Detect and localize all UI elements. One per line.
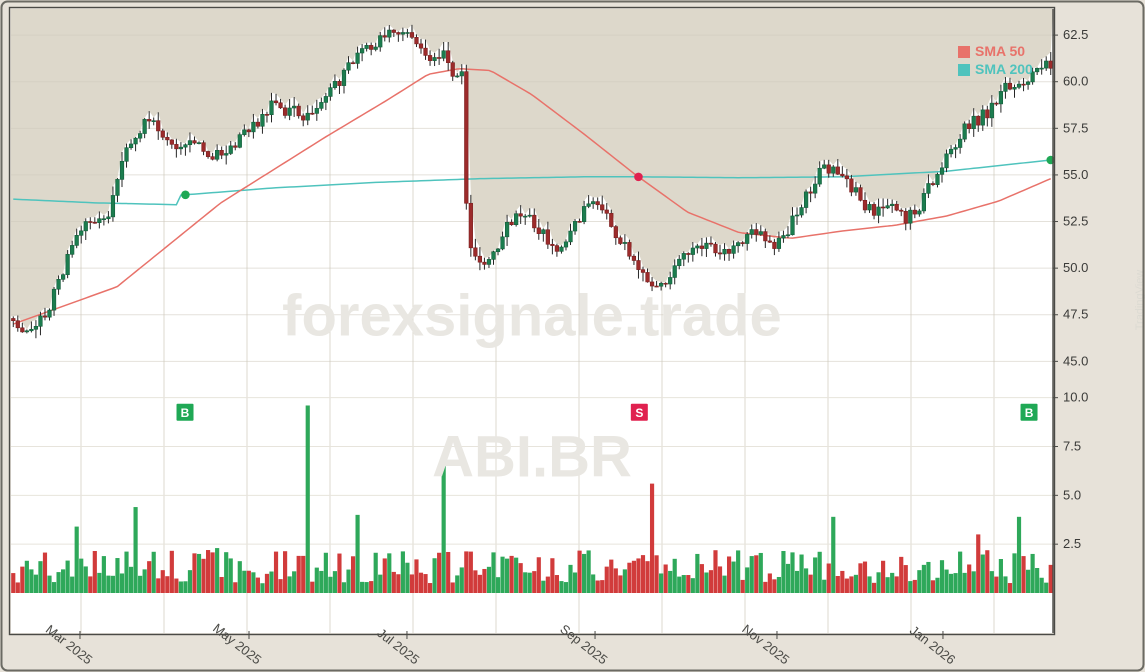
svg-text:50.0: 50.0	[1063, 260, 1088, 275]
svg-text:55.0: 55.0	[1063, 167, 1088, 182]
svg-text:SMA 200: SMA 200	[975, 61, 1033, 77]
svg-text:2.5: 2.5	[1063, 536, 1081, 551]
svg-text:SMA 50: SMA 50	[975, 43, 1025, 59]
svg-text:57.5: 57.5	[1063, 120, 1088, 135]
svg-text:B: B	[181, 406, 190, 420]
svg-text:60.0: 60.0	[1063, 74, 1088, 89]
svg-text:45.0: 45.0	[1063, 353, 1088, 368]
svg-text:ABI.BR: ABI.BR	[432, 424, 632, 489]
svg-text:forexsignale.trade: forexsignale.trade	[282, 284, 782, 349]
svg-text:S: S	[635, 406, 643, 420]
svg-text:B: B	[1025, 406, 1034, 420]
svg-text:10.0: 10.0	[1063, 390, 1088, 405]
svg-text:62.5: 62.5	[1063, 27, 1088, 42]
svg-text:7.5: 7.5	[1063, 439, 1081, 454]
svg-text:5.0: 5.0	[1063, 487, 1081, 502]
svg-text:52.5: 52.5	[1063, 214, 1088, 229]
svg-text:47.5: 47.5	[1063, 307, 1088, 322]
